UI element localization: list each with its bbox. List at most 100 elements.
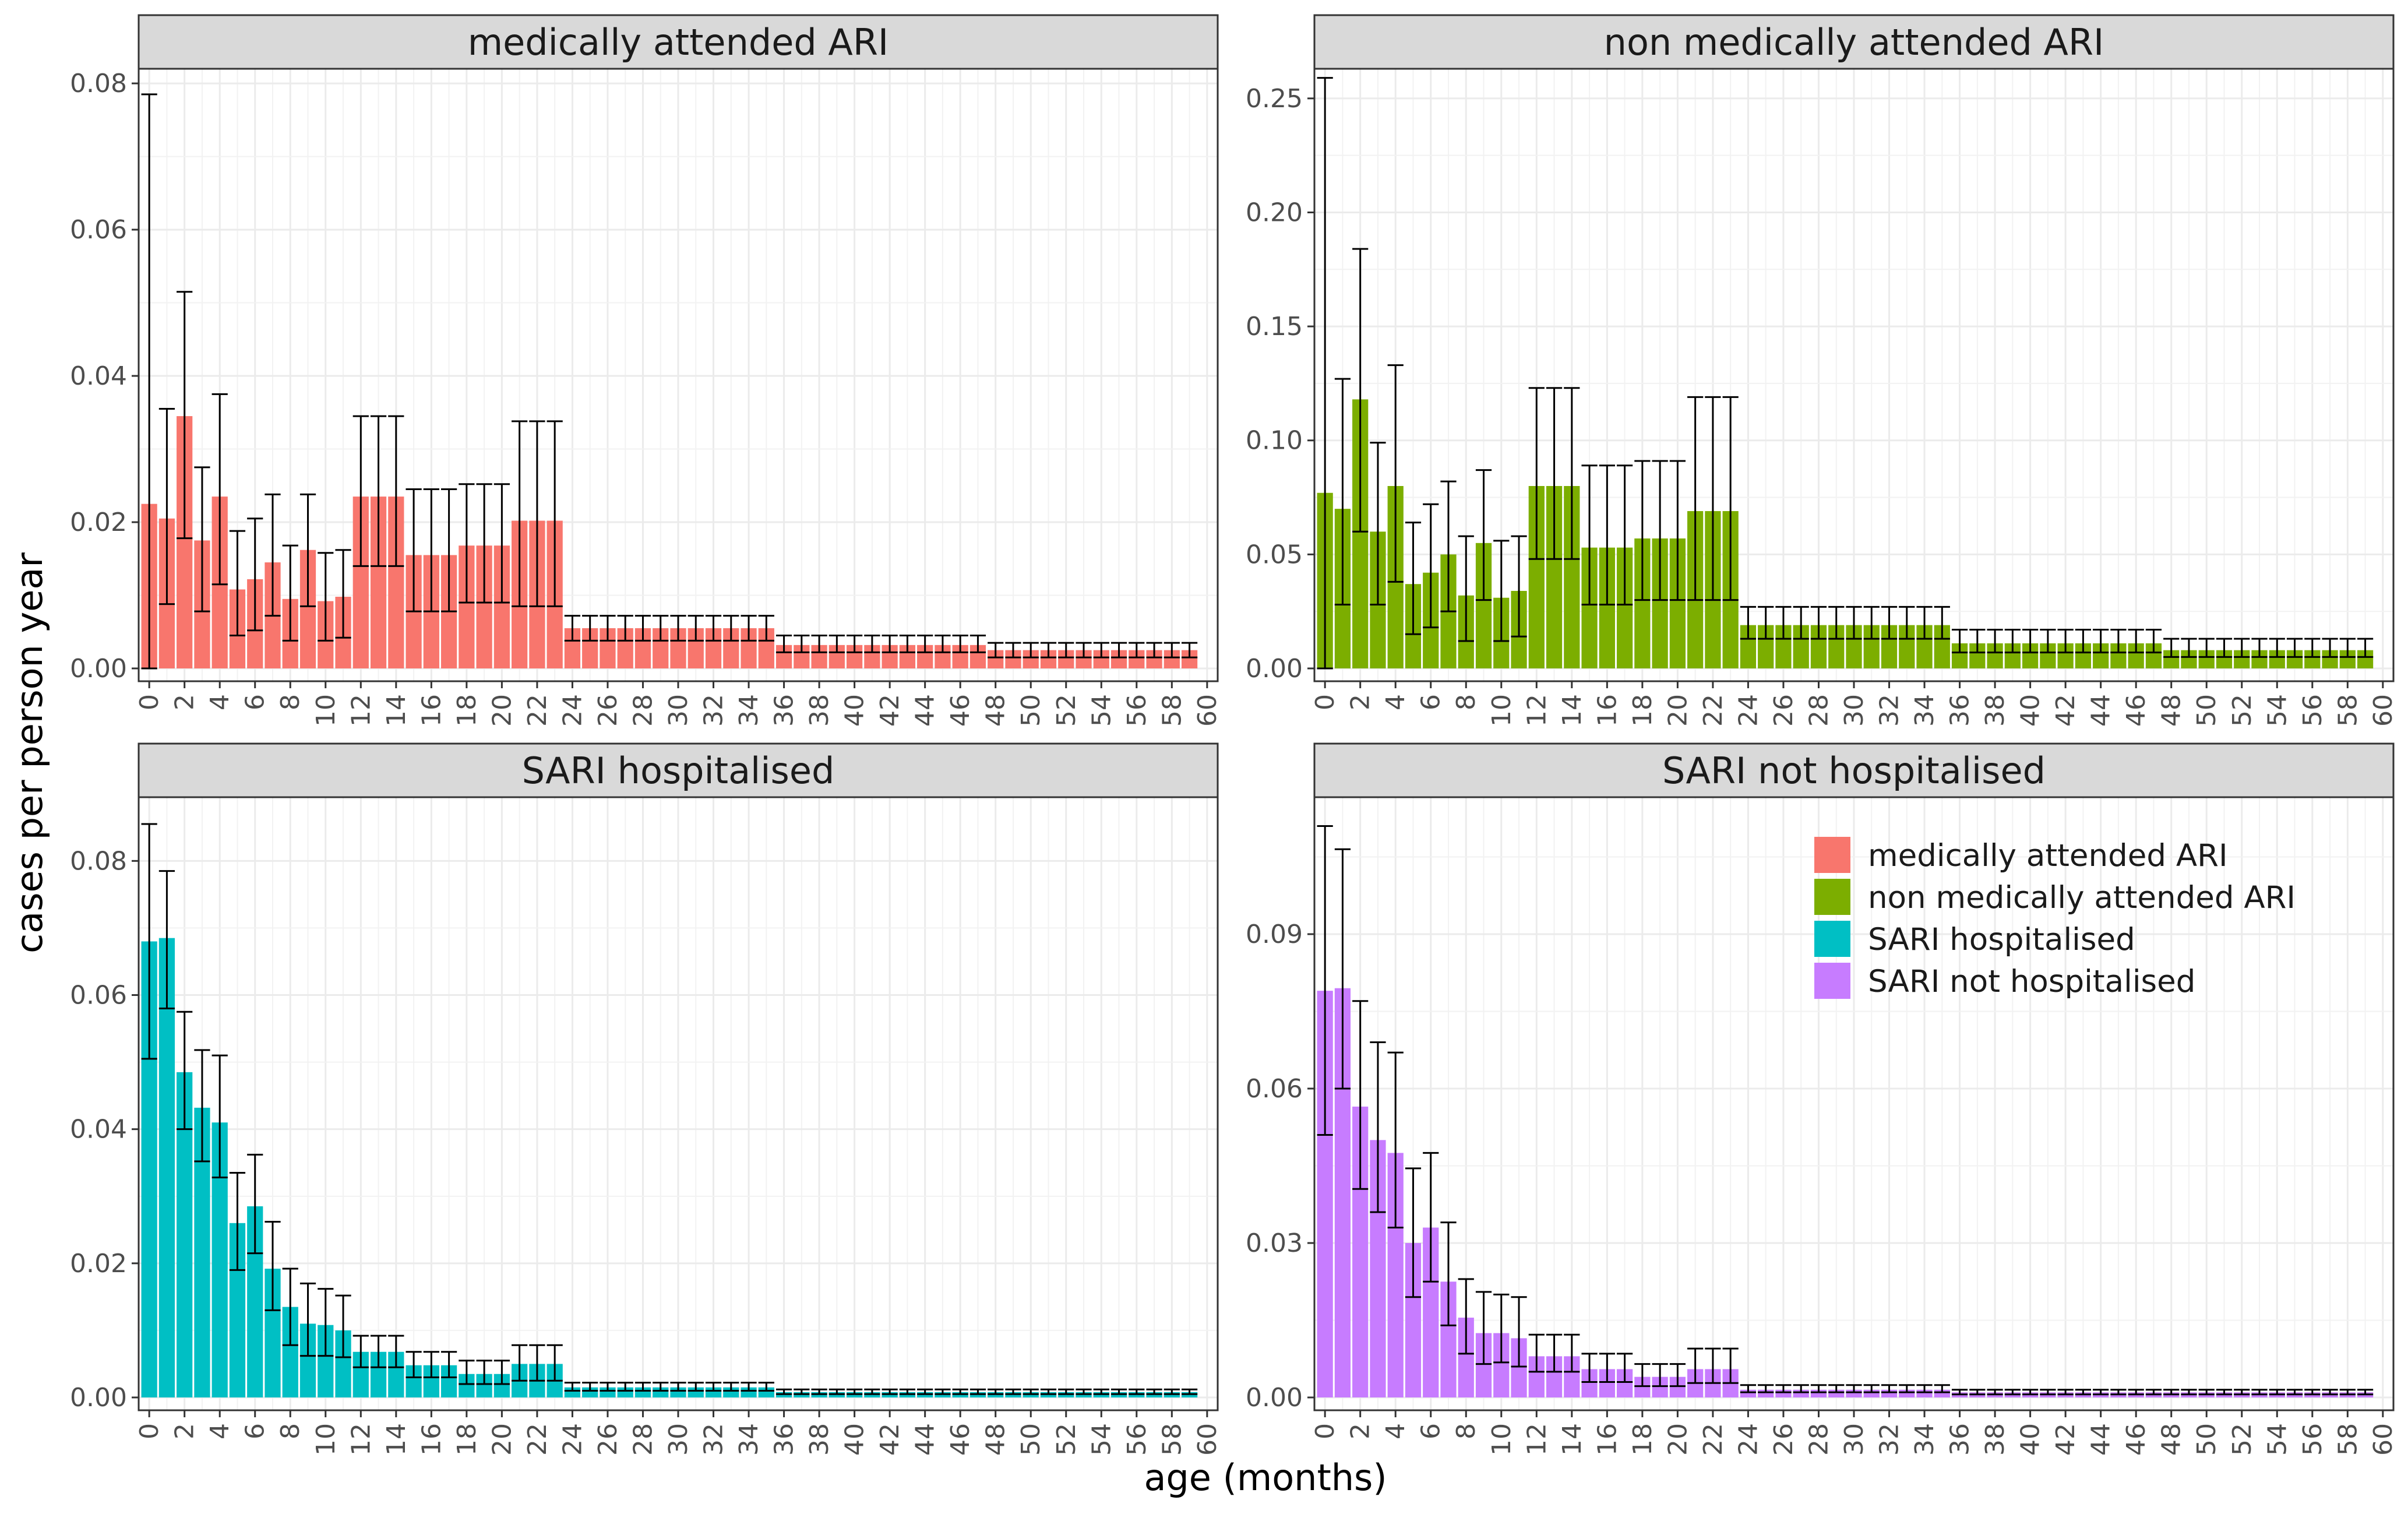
x-tick-label: 34 bbox=[734, 694, 764, 727]
error-bar bbox=[1881, 605, 1898, 640]
error-bar bbox=[141, 93, 157, 670]
x-tick-label: 20 bbox=[1663, 694, 1693, 727]
facet-title: SARI not hospitalised bbox=[1662, 749, 2046, 792]
x-tick-label: 54 bbox=[1087, 1423, 1116, 1456]
error-bar bbox=[1969, 628, 1986, 654]
error-bar bbox=[1110, 1388, 1127, 1395]
facet-strip bbox=[1313, 14, 2395, 70]
x-tick-label: 26 bbox=[1769, 1423, 1799, 1456]
error-bar bbox=[1863, 605, 1880, 640]
x-tick-label: 14 bbox=[1557, 1423, 1587, 1456]
error-bar bbox=[969, 1388, 986, 1395]
error-bar bbox=[952, 1388, 968, 1395]
y-tick-label: 0.04 bbox=[70, 361, 127, 391]
error-bar bbox=[406, 488, 422, 612]
x-tick-label: 22 bbox=[523, 694, 552, 727]
x-tick-label: 28 bbox=[1804, 694, 1834, 727]
error-bar bbox=[1863, 1384, 1880, 1393]
error-bar bbox=[370, 1335, 387, 1368]
error-bar bbox=[899, 1388, 916, 1395]
x-tick-label: 38 bbox=[805, 694, 834, 727]
x-tick-label: 36 bbox=[1945, 694, 1975, 727]
error-bar bbox=[1076, 642, 1092, 659]
error-bar bbox=[1581, 1353, 1598, 1383]
error-bar bbox=[811, 635, 827, 653]
error-bar bbox=[794, 1388, 810, 1395]
error-bar bbox=[1758, 605, 1774, 640]
x-axis-title: age (months) bbox=[1144, 1456, 1387, 1499]
x-tick-label: 10 bbox=[311, 694, 341, 727]
error-bar bbox=[1881, 1384, 1898, 1393]
x-tick-label: 58 bbox=[1157, 694, 1187, 727]
x-tick-label: 18 bbox=[1628, 1423, 1658, 1456]
error-bar bbox=[1634, 460, 1651, 601]
y-tick-label: 0.00 bbox=[70, 1383, 127, 1413]
error-bar bbox=[2181, 638, 2197, 658]
x-tick-label: 52 bbox=[1052, 694, 1081, 727]
x-tick-label: 28 bbox=[1804, 1423, 1834, 1456]
error-bar bbox=[459, 483, 475, 604]
error-bar bbox=[988, 642, 1004, 659]
error-bar bbox=[1405, 1167, 1422, 1298]
error-bar bbox=[1058, 642, 1074, 659]
error-bar bbox=[2128, 1389, 2144, 1396]
y-tick-label: 0.06 bbox=[1246, 1074, 1303, 1104]
x-tick-label: 28 bbox=[628, 694, 658, 727]
x-tick-label: 56 bbox=[2298, 1423, 2328, 1456]
x-tick-label: 52 bbox=[2227, 1423, 2257, 1456]
error-bar bbox=[2145, 628, 2162, 654]
x-tick-label: 26 bbox=[1769, 694, 1799, 727]
error-bar bbox=[1758, 1384, 1774, 1393]
error-bar bbox=[1164, 642, 1180, 659]
error-bar bbox=[1916, 1384, 1933, 1393]
error-bar bbox=[758, 615, 774, 642]
error-bar bbox=[512, 1344, 528, 1382]
error-bar bbox=[758, 1382, 774, 1392]
x-tick-label: 50 bbox=[1016, 1423, 1046, 1456]
x-tick-label: 58 bbox=[2333, 694, 2363, 727]
error-bar bbox=[247, 1153, 263, 1255]
error-bar bbox=[2251, 638, 2268, 658]
error-bar bbox=[1129, 642, 1145, 659]
x-tick-label: 14 bbox=[382, 694, 411, 727]
error-bar bbox=[952, 635, 968, 653]
x-tick-label: 24 bbox=[558, 1423, 587, 1456]
error-bar bbox=[282, 544, 298, 642]
error-bar bbox=[2304, 638, 2321, 658]
error-bar bbox=[141, 823, 157, 1060]
x-tick-label: 2 bbox=[170, 1423, 200, 1439]
error-bar bbox=[2128, 628, 2144, 654]
x-tick-label: 40 bbox=[2016, 694, 2046, 727]
x-tick-label: 50 bbox=[2192, 694, 2222, 727]
error-bar bbox=[1352, 1000, 1369, 1190]
error-bar bbox=[828, 635, 845, 653]
error-bar bbox=[1493, 540, 1510, 642]
x-tick-label: 46 bbox=[2121, 1423, 2151, 1456]
error-bar bbox=[1564, 1333, 1580, 1373]
error-bar bbox=[705, 615, 722, 642]
bar bbox=[158, 938, 175, 1397]
y-tick-label: 0.00 bbox=[70, 654, 127, 684]
x-tick-label: 10 bbox=[311, 1423, 341, 1456]
facet-title: non medically attended ARI bbox=[1604, 21, 2104, 64]
error-bar bbox=[1058, 1388, 1074, 1395]
error-bar bbox=[723, 1382, 739, 1392]
x-tick-label: 46 bbox=[946, 694, 975, 727]
x-tick-label: 32 bbox=[1875, 694, 1905, 727]
x-tick-label: 12 bbox=[346, 694, 376, 727]
error-bar bbox=[1146, 1388, 1162, 1395]
x-tick-label: 60 bbox=[2368, 1423, 2398, 1456]
error-bar bbox=[1076, 1388, 1092, 1395]
error-bar bbox=[2322, 638, 2338, 658]
facet-title: SARI hospitalised bbox=[522, 749, 835, 792]
error-bar bbox=[1040, 1388, 1057, 1395]
x-tick-label: 10 bbox=[1487, 694, 1517, 727]
error-bar bbox=[406, 1351, 422, 1378]
error-bar bbox=[229, 530, 246, 637]
x-tick-label: 16 bbox=[417, 1423, 446, 1456]
error-bar bbox=[2163, 638, 2180, 658]
error-bar bbox=[1669, 1363, 1686, 1388]
legend: medically attended ARI non medically atte… bbox=[1814, 837, 2296, 999]
x-tick-label: 2 bbox=[1346, 694, 1376, 710]
